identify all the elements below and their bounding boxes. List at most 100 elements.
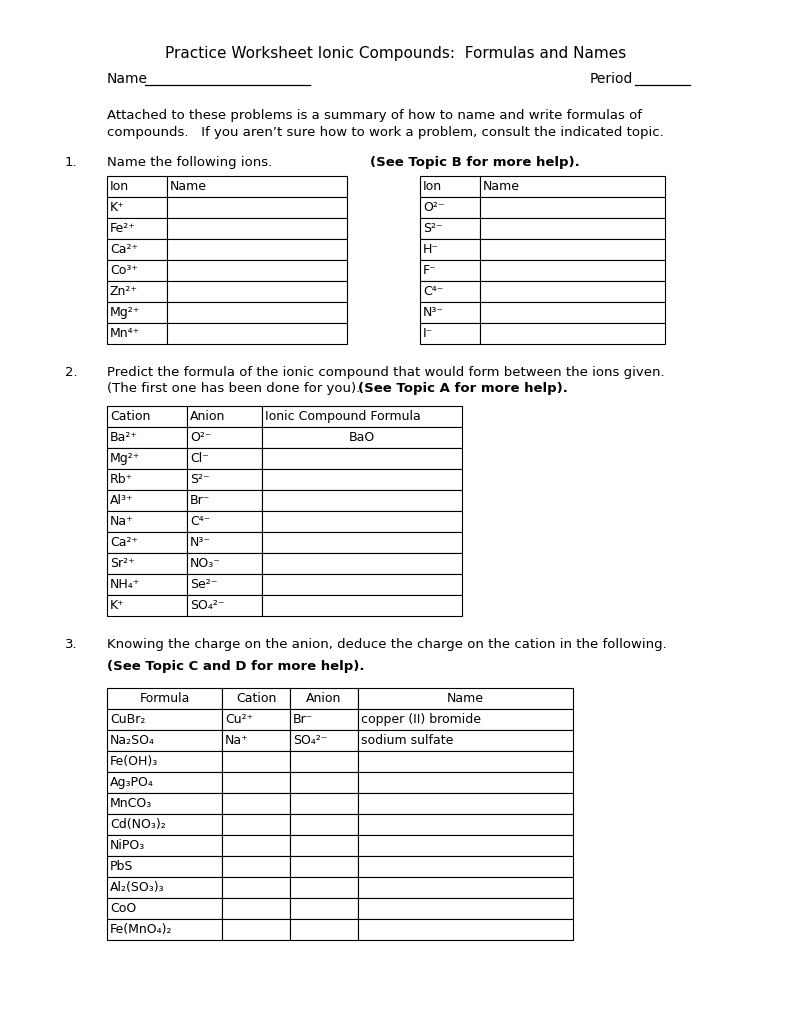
Bar — [187, 427, 262, 449]
Bar — [480, 260, 665, 281]
Bar — [107, 553, 187, 574]
Bar — [107, 688, 222, 709]
Bar — [290, 709, 358, 730]
Bar — [358, 835, 573, 856]
Text: Practice Worksheet Ionic Compounds:  Formulas and Names: Practice Worksheet Ionic Compounds: Form… — [165, 46, 626, 61]
Text: Name the following ions.: Name the following ions. — [107, 156, 272, 169]
Bar — [187, 574, 262, 595]
Bar — [107, 511, 187, 532]
Bar — [420, 239, 480, 260]
Text: Rb⁺: Rb⁺ — [110, 473, 133, 486]
Text: Cation: Cation — [110, 410, 150, 423]
Text: Cu²⁺: Cu²⁺ — [225, 713, 253, 726]
Text: Ca²⁺: Ca²⁺ — [110, 536, 138, 549]
Bar — [262, 511, 462, 532]
Bar — [222, 688, 290, 709]
Bar — [420, 281, 480, 302]
Bar — [167, 323, 347, 344]
Bar — [358, 814, 573, 835]
Bar — [290, 877, 358, 898]
Text: NiPO₃: NiPO₃ — [110, 839, 146, 852]
Bar — [222, 856, 290, 877]
Text: C⁴⁻: C⁴⁻ — [190, 515, 210, 528]
Bar — [290, 688, 358, 709]
Bar — [167, 197, 347, 218]
Bar — [187, 449, 262, 469]
Text: compounds.   If you aren’t sure how to work a problem, consult the indicated top: compounds. If you aren’t sure how to wor… — [107, 126, 664, 139]
Text: (See Topic A for more help).: (See Topic A for more help). — [358, 382, 568, 395]
Bar — [167, 302, 347, 323]
Bar — [290, 856, 358, 877]
Bar — [107, 176, 167, 197]
Bar — [187, 469, 262, 490]
Bar — [107, 197, 167, 218]
Bar — [107, 751, 222, 772]
Text: Zn²⁺: Zn²⁺ — [110, 285, 138, 298]
Text: (See Topic C and D for more help).: (See Topic C and D for more help). — [107, 660, 365, 673]
Text: Formula: Formula — [139, 692, 190, 705]
Text: Name: Name — [107, 72, 148, 86]
Bar — [107, 772, 222, 793]
Bar — [107, 877, 222, 898]
Bar — [167, 239, 347, 260]
Text: F⁻: F⁻ — [423, 264, 437, 278]
Bar — [167, 218, 347, 239]
Text: Ag₃PO₄: Ag₃PO₄ — [110, 776, 154, 790]
Text: Name: Name — [447, 692, 484, 705]
Bar — [107, 814, 222, 835]
Bar — [107, 406, 187, 427]
Text: Name: Name — [483, 180, 520, 193]
Bar — [187, 553, 262, 574]
Text: Fe(OH)₃: Fe(OH)₃ — [110, 755, 158, 768]
Bar — [420, 176, 480, 197]
Text: Ba²⁺: Ba²⁺ — [110, 431, 138, 444]
Bar — [358, 688, 573, 709]
Bar — [358, 751, 573, 772]
Bar — [107, 898, 222, 919]
Bar — [222, 898, 290, 919]
Text: Cation: Cation — [236, 692, 276, 705]
Text: Na₂SO₄: Na₂SO₄ — [110, 734, 155, 746]
Bar — [358, 919, 573, 940]
Bar — [107, 323, 167, 344]
Bar — [107, 595, 187, 616]
Text: S²⁻: S²⁻ — [190, 473, 210, 486]
Text: 1.: 1. — [65, 156, 78, 169]
Bar — [290, 772, 358, 793]
Text: I⁻: I⁻ — [423, 327, 433, 340]
Bar — [358, 877, 573, 898]
Bar — [107, 730, 222, 751]
Bar — [107, 835, 222, 856]
Bar — [107, 469, 187, 490]
Text: Na⁺: Na⁺ — [110, 515, 134, 528]
Bar — [262, 553, 462, 574]
Text: copper (II) bromide: copper (II) bromide — [361, 713, 481, 726]
Bar — [290, 835, 358, 856]
Text: Se²⁻: Se²⁻ — [190, 578, 218, 591]
Bar — [107, 490, 187, 511]
Bar — [107, 302, 167, 323]
Text: Ion: Ion — [423, 180, 442, 193]
Bar — [262, 532, 462, 553]
Text: Mg²⁺: Mg²⁺ — [110, 452, 140, 465]
Text: C⁴⁻: C⁴⁻ — [423, 285, 444, 298]
Bar — [290, 793, 358, 814]
Text: K⁺: K⁺ — [110, 201, 125, 214]
Text: Cl⁻: Cl⁻ — [190, 452, 209, 465]
Text: Ionic Compound Formula: Ionic Compound Formula — [265, 410, 421, 423]
Bar — [290, 730, 358, 751]
Text: Co³⁺: Co³⁺ — [110, 264, 138, 278]
Bar — [420, 218, 480, 239]
Text: Anion: Anion — [190, 410, 225, 423]
Bar — [480, 176, 665, 197]
Bar — [167, 176, 347, 197]
Bar — [107, 574, 187, 595]
Bar — [358, 898, 573, 919]
Bar — [222, 709, 290, 730]
Bar — [262, 595, 462, 616]
Bar — [290, 919, 358, 940]
Bar — [290, 814, 358, 835]
Text: O²⁻: O²⁻ — [423, 201, 445, 214]
Text: Predict the formula of the ionic compound that would form between the ions given: Predict the formula of the ionic compoun… — [107, 366, 664, 379]
Text: PbS: PbS — [110, 860, 134, 873]
